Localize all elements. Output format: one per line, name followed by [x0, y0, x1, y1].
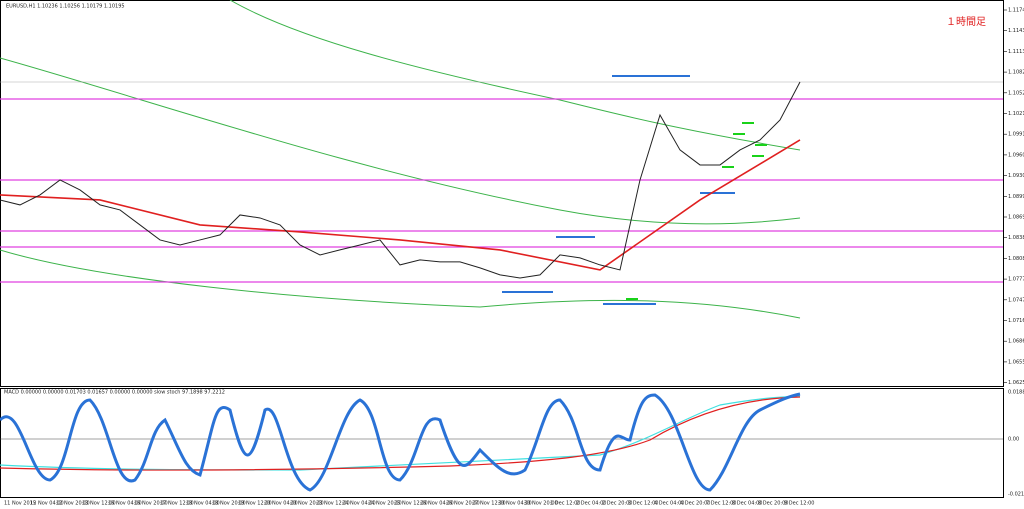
time-label: 30 Nov 20:00	[524, 501, 558, 507]
price-label: 1.07165	[1008, 318, 1024, 324]
price-label: 1.09605	[1008, 152, 1024, 158]
time-label: 4 Dec 20:00	[680, 501, 710, 507]
time-label: 23 Nov 12:00	[316, 501, 350, 507]
time-label: 26 Nov 20:00	[446, 501, 480, 507]
time-label: 9 Dec 12:00	[784, 501, 814, 507]
price-label: 1.08995	[1008, 194, 1024, 200]
price-line	[0, 81, 801, 279]
time-label: 20 Nov 04:00	[264, 501, 298, 507]
price-label: 1.09910	[1008, 132, 1024, 138]
time-label: 24 Nov 20:00	[368, 501, 402, 507]
price-label: 1.08385	[1008, 235, 1024, 241]
price-label: 1.10520	[1008, 90, 1024, 96]
price-label: 1.08080	[1008, 256, 1024, 262]
stochastic	[0, 392, 801, 492]
price-label: 1.08690	[1008, 215, 1024, 221]
price-label: 1.10215	[1008, 111, 1024, 117]
price-label: 1.11740	[1008, 8, 1024, 14]
time-label: 3 Dec 12:00	[628, 501, 658, 507]
main-panel	[0, 0, 1004, 387]
time-label: 26 Nov 04:00	[420, 501, 454, 507]
indicator-axis-label: -0.021168	[1008, 492, 1024, 498]
time-label: 24 Nov 04:00	[342, 501, 376, 507]
time-label: 16 Nov 20:00	[134, 501, 168, 507]
indicator-panel	[0, 388, 1004, 498]
markers	[502, 75, 767, 305]
time-label: 16 Nov 04:00	[108, 501, 142, 507]
time-label: 12 Nov 04:00	[30, 501, 64, 507]
price-label: 1.09300	[1008, 173, 1024, 179]
symbol-line: EURUSD,H1 1.10236 1.10256 1.10179 1.1019…	[6, 4, 125, 10]
price-label: 1.07470	[1008, 297, 1024, 303]
time-label: 17 Nov 12:00	[160, 501, 194, 507]
time-label: 8 Dec 20:00	[758, 501, 788, 507]
timeframe-annotation: １時間足	[946, 16, 986, 28]
time-label: 25 Nov 12:00	[394, 501, 428, 507]
price-label: 1.11435	[1008, 28, 1024, 34]
time-label: 2 Dec 04:00	[576, 501, 606, 507]
envelope-middle	[0, 57, 801, 225]
time-label: 27 Nov 12:00	[472, 501, 506, 507]
time-label: 11 Nov 2015	[4, 501, 36, 507]
indicator-axis-label: 0.00	[1008, 437, 1019, 443]
price-label: 1.07775	[1008, 277, 1024, 283]
price-label: 1.06860	[1008, 339, 1024, 345]
time-label: 19 Nov 12:00	[238, 501, 272, 507]
time-label: 20 Nov 20:00	[290, 501, 324, 507]
price-label: 1.06555	[1008, 359, 1024, 365]
price-label: 1.06250	[1008, 380, 1024, 386]
macd-signal	[0, 396, 801, 471]
time-label: 18 Nov 20:00	[212, 501, 246, 507]
envelope-upper	[229, 0, 801, 151]
moving-average	[0, 139, 801, 271]
indicator-label: MACD 0.00000 0.00000 0.01703 0.01657 0.0…	[4, 390, 225, 396]
time-label: 13 Nov 12:00	[82, 501, 116, 507]
envelope-lower	[0, 249, 801, 319]
time-label: 18 Nov 04:00	[186, 501, 220, 507]
time-label: 4 Dec 04:00	[654, 501, 684, 507]
time-label: 12 Nov 20:00	[56, 501, 90, 507]
price-label: 1.10825	[1008, 70, 1024, 76]
time-label: 30 Nov 04:00	[498, 501, 532, 507]
time-label: 8 Dec 04:00	[732, 501, 762, 507]
time-label: 7 Dec 12:00	[706, 501, 736, 507]
time-label: 2 Dec 20:00	[602, 501, 632, 507]
price-label: 1.11130	[1008, 49, 1024, 55]
time-label: 1 Dec 12:00	[550, 501, 580, 507]
indicator-axis-label: 0.018807	[1008, 390, 1024, 396]
